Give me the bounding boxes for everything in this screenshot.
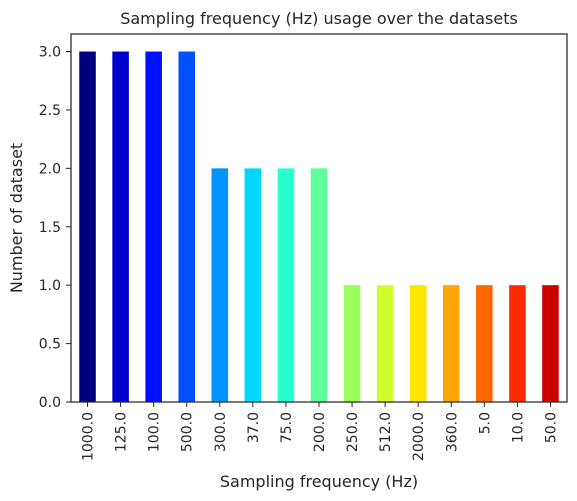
y-tick-label: 1.5	[39, 220, 61, 236]
x-tick-label: 360.0	[444, 412, 460, 452]
x-tick-label: 512.0	[378, 412, 394, 452]
x-tick-label: 125.0	[114, 412, 130, 452]
bar-250.0	[343, 285, 361, 402]
x-tick-label: 37.0	[246, 412, 262, 443]
bar-5.0	[476, 285, 493, 402]
chart-title: Sampling frequency (Hz) usage over the d…	[120, 9, 518, 28]
bar-75.0	[277, 168, 295, 402]
bar-360.0	[443, 285, 460, 402]
x-axis-ticks: 1000.0 125.0 100.0 500.0 300.0 37.0 75.0 200.0 2…	[81, 402, 559, 461]
bar-50.0	[542, 285, 559, 402]
y-tick-label: 1.0	[39, 278, 61, 294]
y-tick-label: 0.5	[39, 337, 61, 353]
x-tick-label: 2000.0	[411, 412, 427, 461]
bar-300.0	[211, 168, 229, 402]
bar-100.0	[145, 51, 162, 403]
bar-512.0	[376, 285, 394, 402]
bars	[79, 51, 559, 403]
bar-500.0	[178, 51, 195, 403]
x-axis-label: Sampling frequency (Hz)	[220, 472, 418, 491]
bar-200.0	[310, 168, 328, 402]
bar-125.0	[112, 51, 129, 403]
y-tick-label: 3.0	[39, 45, 61, 61]
y-axis-label: Number of dataset	[7, 143, 26, 293]
bar-1000.0	[79, 51, 96, 403]
bar-2000.0	[409, 285, 427, 402]
bar-10.0	[509, 285, 526, 402]
bar-37.0	[244, 168, 262, 402]
x-tick-label: 5.0	[477, 412, 493, 434]
y-axis-ticks: 0.0 0.5 1.0 1.5 2.0 2.5 3.0	[39, 45, 71, 411]
x-tick-label: 50.0	[543, 412, 559, 443]
x-tick-label: 200.0	[312, 412, 328, 452]
x-tick-label: 250.0	[345, 412, 361, 452]
y-tick-label: 2.0	[39, 161, 61, 177]
x-tick-label: 500.0	[180, 412, 196, 452]
y-tick-label: 2.5	[39, 103, 61, 119]
x-tick-label: 10.0	[510, 412, 526, 443]
x-tick-label: 1000.0	[81, 412, 97, 461]
x-tick-label: 75.0	[279, 412, 295, 443]
x-tick-label: 100.0	[147, 412, 163, 452]
plot-frame	[70, 33, 568, 403]
x-tick-label: 300.0	[213, 412, 229, 452]
y-tick-label: 0.0	[39, 395, 61, 411]
